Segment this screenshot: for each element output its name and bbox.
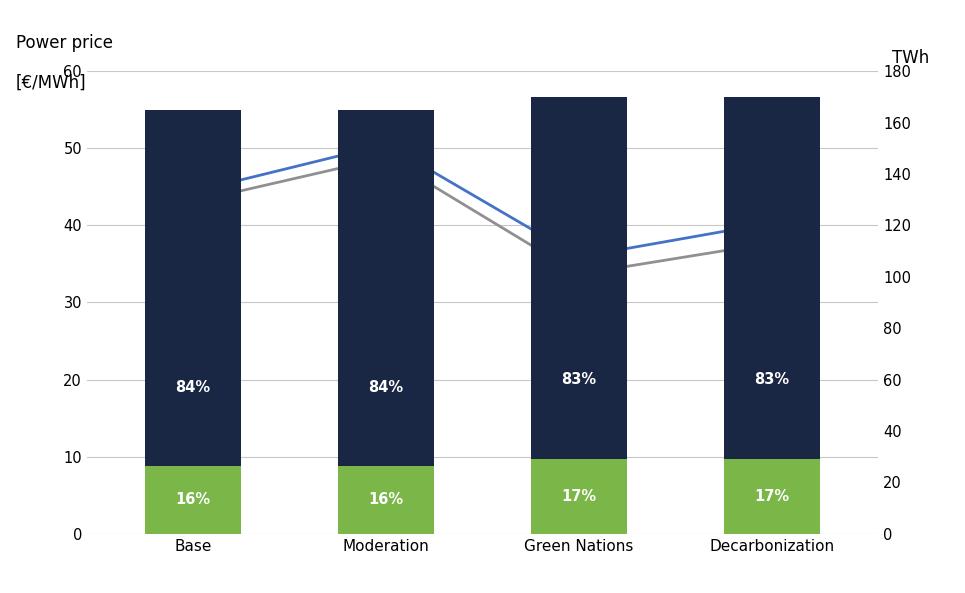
Bar	[724, 460, 820, 534]
Bar	[724, 97, 820, 460]
Text: 33.67 €: 33.67 €	[571, 278, 622, 291]
Text: 84%: 84%	[176, 380, 210, 395]
Text: 83%: 83%	[562, 372, 596, 387]
Text: 37.72 €: 37.72 €	[764, 247, 815, 260]
Text: 17%: 17%	[562, 489, 596, 504]
Text: 48.80 €: 48.80 €	[378, 161, 428, 174]
Text: 40.32 €: 40.32 €	[764, 205, 814, 218]
Text: 84%: 84%	[369, 380, 403, 395]
Text: 17%: 17%	[755, 489, 789, 504]
Bar	[531, 97, 627, 460]
Bar	[338, 110, 434, 466]
Text: [€/MWh]: [€/MWh]	[15, 74, 86, 91]
Bar	[338, 466, 434, 534]
Bar	[145, 466, 241, 534]
Bar	[145, 110, 241, 466]
Text: 43.05 €: 43.05 €	[185, 206, 235, 219]
Text: 83%: 83%	[755, 372, 789, 387]
Text: Power price: Power price	[15, 34, 113, 52]
Bar	[531, 460, 627, 534]
Text: 35.90 €: 35.90 €	[571, 240, 621, 253]
Text: 16%: 16%	[369, 492, 403, 507]
Text: 50.51 €: 50.51 €	[378, 127, 429, 140]
Text: 44.37 €: 44.37 €	[185, 173, 235, 186]
Text: 16%: 16%	[176, 492, 210, 507]
Text: TWh: TWh	[893, 49, 929, 66]
